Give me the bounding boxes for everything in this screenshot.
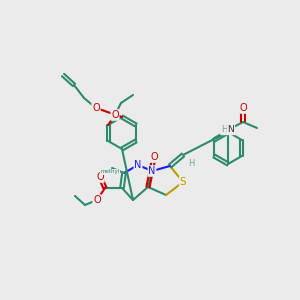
Text: O: O bbox=[93, 195, 101, 205]
Text: O: O bbox=[92, 103, 100, 113]
Text: N: N bbox=[228, 125, 234, 134]
Text: H: H bbox=[221, 125, 227, 134]
Text: H: H bbox=[188, 158, 194, 167]
Text: O: O bbox=[150, 152, 158, 162]
Text: O: O bbox=[111, 110, 119, 120]
Text: O: O bbox=[96, 172, 104, 182]
Text: methyl: methyl bbox=[100, 169, 120, 175]
Text: O: O bbox=[239, 103, 247, 113]
Text: N: N bbox=[148, 166, 156, 176]
Text: N: N bbox=[134, 160, 142, 170]
Text: S: S bbox=[180, 177, 186, 187]
